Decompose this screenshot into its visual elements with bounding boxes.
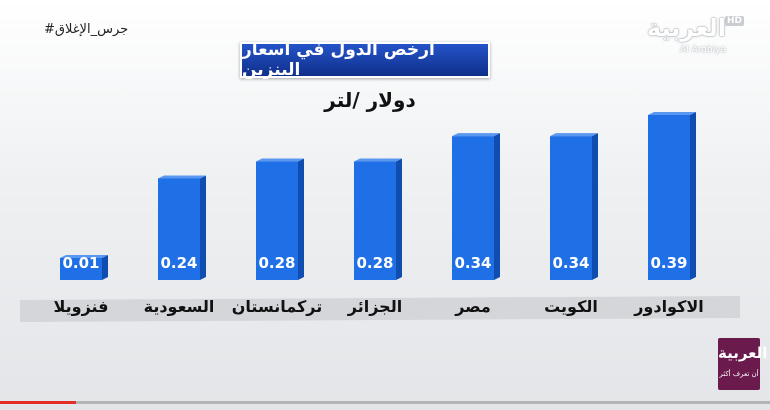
value-label-3: 0.28	[258, 254, 295, 272]
bar-top-1	[60, 255, 108, 258]
value-label-5: 0.34	[454, 254, 491, 272]
bar-7	[648, 115, 690, 280]
value-label-1: 0.01	[62, 254, 99, 272]
chart-unit: دولار /لتر	[324, 88, 416, 112]
floor-shadow	[20, 296, 740, 322]
badge-title: العربية	[718, 344, 768, 362]
bar-2	[158, 178, 200, 280]
channel-logo: HD العربية Al Arabiya	[644, 14, 744, 55]
category-label-6: الكويت	[544, 297, 598, 316]
bar-5	[452, 136, 494, 280]
video-progress-bar[interactable]	[0, 401, 770, 404]
value-label-4: 0.28	[356, 254, 393, 272]
bar-top-4	[354, 158, 402, 162]
hashtag-text: #جرس_الإغلاق	[44, 22, 129, 37]
bar-top-2	[158, 175, 206, 179]
bar-top-7	[648, 112, 696, 115]
category-label-4: الجزائر	[347, 297, 402, 316]
bar-top-3	[256, 158, 304, 162]
bar-1	[60, 258, 102, 280]
bar-top-6	[550, 133, 598, 137]
category-label-5: مصر	[454, 297, 491, 316]
value-label-7: 0.39	[650, 254, 687, 272]
category-label-3: تركمانستان	[232, 297, 322, 316]
bar-side-2	[200, 175, 206, 280]
badge-tagline: أن تعرف أكثر	[719, 370, 759, 378]
category-label-2: السعودية	[144, 297, 215, 316]
bar-side-5	[494, 133, 500, 280]
bar-top-5	[452, 133, 500, 137]
category-label-1: فنزويلا	[53, 297, 108, 316]
value-label-6: 0.34	[552, 254, 589, 272]
channel-badge: العربية أن تعرف أكثر	[718, 338, 768, 390]
bar-side-4	[396, 158, 402, 280]
category-label-7: الاكوادور	[633, 297, 704, 316]
bar-side-6	[592, 133, 598, 280]
bar-side-7	[690, 112, 696, 280]
video-progress-fill	[0, 401, 76, 404]
bar-side-1	[102, 255, 108, 280]
hd-badge: HD	[724, 16, 744, 26]
value-label-2: 0.24	[160, 254, 197, 272]
bar-side-3	[298, 158, 304, 280]
chart-title: أرخص الدول في أسعار البنزين	[240, 40, 490, 80]
bar-4	[354, 161, 396, 280]
bar-6	[550, 136, 592, 280]
logo-arabic-text: العربية	[646, 14, 726, 42]
bar-3	[256, 161, 298, 280]
logo-latin-text: Al Arabiya	[680, 45, 726, 55]
